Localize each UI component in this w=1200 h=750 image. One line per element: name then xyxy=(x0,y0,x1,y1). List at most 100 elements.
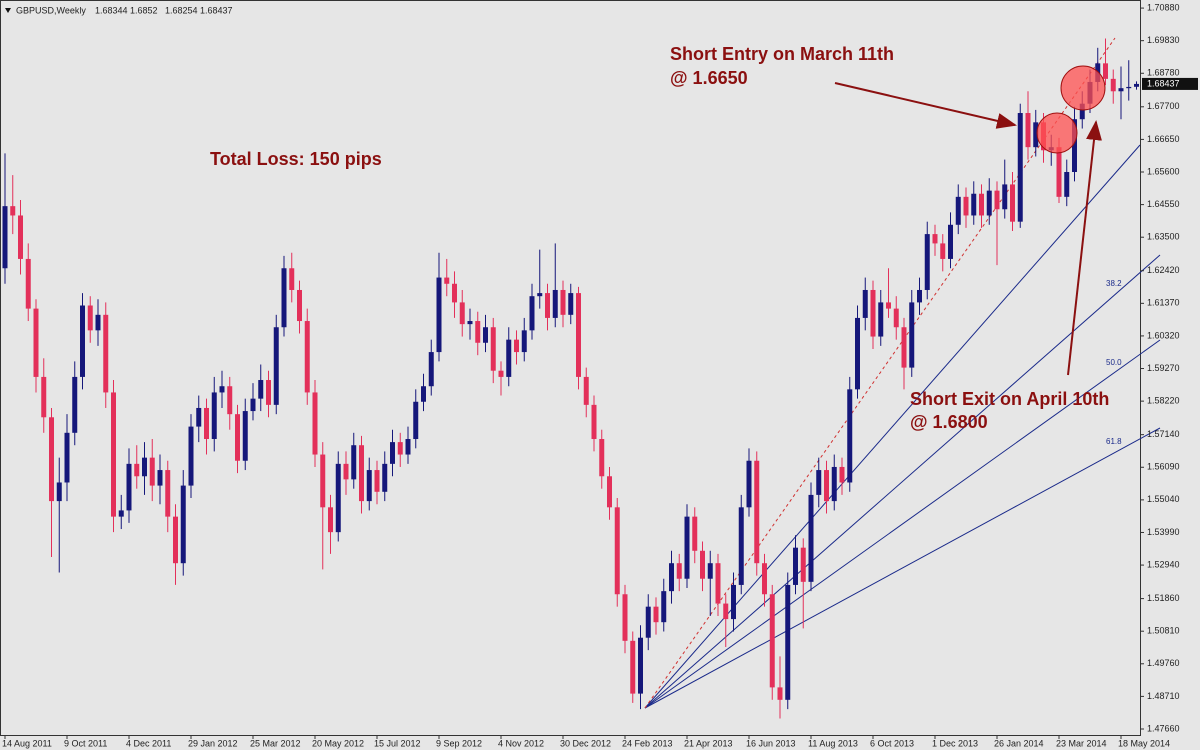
candle-body xyxy=(390,442,395,464)
candle-body xyxy=(886,302,891,309)
candle-body xyxy=(2,206,8,269)
candle-body xyxy=(235,414,240,461)
x-tick-label: 29 Jan 2012 xyxy=(188,738,238,748)
candle-body xyxy=(134,463,140,477)
y-tick-label: 1.60320 xyxy=(1147,330,1180,340)
candle-body xyxy=(537,293,543,297)
candle-body xyxy=(847,389,853,483)
candle-body xyxy=(211,392,217,440)
annotation: Short Entry on March 11th xyxy=(670,44,894,64)
candle-body xyxy=(955,196,961,225)
x-tick-label: 15 Jul 2012 xyxy=(374,738,421,748)
candle-body xyxy=(870,289,876,337)
candle-body xyxy=(785,584,791,700)
candle-body xyxy=(560,289,566,315)
candle-body xyxy=(188,426,194,486)
candle-body xyxy=(777,687,783,700)
candle-body xyxy=(1017,113,1023,222)
candle-body xyxy=(242,411,248,461)
candle-body xyxy=(250,398,256,412)
candle-body xyxy=(266,380,271,405)
y-tick-label: 1.56090 xyxy=(1147,462,1180,472)
candle-body xyxy=(692,516,698,551)
candle-body xyxy=(258,380,264,399)
candle-body xyxy=(738,507,744,585)
candle-body xyxy=(963,196,969,216)
candle-body xyxy=(661,591,667,623)
candle-body xyxy=(979,193,984,216)
candle-body xyxy=(33,308,39,377)
candle-body xyxy=(351,445,357,480)
candle-body xyxy=(467,321,473,325)
candle-body xyxy=(909,302,915,368)
y-tick-label: 1.51860 xyxy=(1147,593,1180,603)
x-tick-label: 21 Apr 2013 xyxy=(684,738,733,748)
candle-body xyxy=(824,470,829,502)
candle-body xyxy=(56,482,62,502)
candle-body xyxy=(18,215,23,259)
candle-body xyxy=(707,563,713,579)
candle-body xyxy=(95,314,101,331)
y-tick-label: 1.47660 xyxy=(1147,723,1180,733)
x-tick-label: 9 Oct 2011 xyxy=(64,738,107,748)
x-tick-label: 24 Feb 2013 xyxy=(622,738,673,748)
candle-body xyxy=(304,321,310,393)
candle-body xyxy=(630,640,636,694)
candle-body xyxy=(126,463,132,511)
candle-body xyxy=(397,442,403,455)
candle-body xyxy=(529,296,535,331)
y-tick-label: 1.69830 xyxy=(1147,35,1180,45)
candle-body xyxy=(514,339,519,353)
candle-body xyxy=(599,439,605,477)
fib-label: 61.8 xyxy=(1106,437,1122,446)
candle-body xyxy=(948,224,953,259)
candle-body xyxy=(405,439,411,455)
candle-body xyxy=(452,283,457,303)
candle-body xyxy=(204,407,209,440)
candle-body xyxy=(281,268,287,328)
candle-body xyxy=(1072,119,1077,173)
y-tick-label: 1.64550 xyxy=(1147,199,1180,209)
candle-body xyxy=(731,584,736,620)
candle-body xyxy=(273,327,279,405)
candle-body xyxy=(118,510,124,517)
candle-body xyxy=(196,407,202,427)
candle-body xyxy=(614,507,620,595)
x-tick-label: 4 Nov 2012 xyxy=(498,738,544,748)
symbol: GBPUSD,Weekly xyxy=(16,5,86,15)
candle-body xyxy=(746,460,752,508)
y-tick-label: 1.55040 xyxy=(1147,494,1180,504)
menu-arrow[interactable] xyxy=(5,8,11,13)
y-tick-label: 1.66650 xyxy=(1147,134,1180,144)
x-tick-label: 1 Dec 2013 xyxy=(932,738,978,748)
candle-body xyxy=(459,302,465,325)
candle-body xyxy=(940,243,946,259)
header-open: 1.68344 xyxy=(95,5,128,15)
candle-body xyxy=(157,470,163,486)
price-tag xyxy=(1142,77,1198,90)
x-tick-label: 6 Oct 2013 xyxy=(870,738,914,748)
exit-circle xyxy=(1060,65,1106,111)
y-tick-label: 1.63500 xyxy=(1147,232,1180,242)
candle-body xyxy=(917,289,922,303)
x-tick-label: 14 Aug 2011 xyxy=(2,738,52,748)
x-tick-label: 4 Dec 2011 xyxy=(126,738,171,748)
candle-body xyxy=(149,457,155,486)
candle-body xyxy=(289,268,295,290)
candle-body xyxy=(831,466,837,502)
candle-body xyxy=(576,293,581,377)
candle-body xyxy=(227,386,233,415)
candle-body xyxy=(444,277,450,284)
candle-body xyxy=(855,317,860,390)
annotation: Short Exit on April 10th xyxy=(910,389,1109,409)
candle-body xyxy=(343,463,349,480)
y-tick-label: 1.59270 xyxy=(1147,363,1180,373)
price-label: 1.68437 xyxy=(1147,78,1180,88)
fib-line xyxy=(644,427,1161,709)
candle-body xyxy=(335,463,341,533)
x-tick-label: 11 Aug 2013 xyxy=(808,738,858,748)
candle-body xyxy=(715,563,721,604)
candle-body xyxy=(173,516,178,564)
candle-body xyxy=(297,289,302,322)
